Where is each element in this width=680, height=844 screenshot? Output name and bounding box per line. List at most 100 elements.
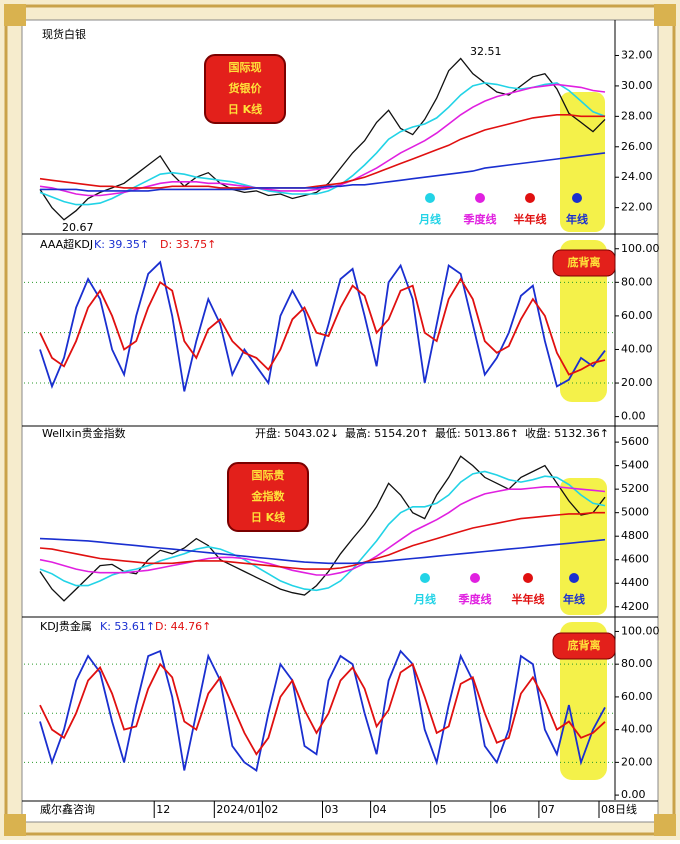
title-box-line: 国际贵	[252, 468, 285, 482]
x-tick-label: 04	[373, 803, 387, 816]
y-tick-label: 20.00	[621, 755, 653, 768]
y-tick-label: 20.00	[621, 376, 653, 389]
series-line	[39, 260, 606, 392]
legend-label: 半年线	[512, 592, 545, 606]
y-tick-label: 0.00	[621, 410, 646, 423]
header-text: 开盘: 5043.02↓	[255, 426, 339, 440]
y-tick-label: 100.00	[621, 624, 660, 637]
corner	[4, 814, 26, 836]
legend-dot	[475, 193, 485, 203]
title-box-line: 货银价	[228, 81, 263, 95]
y-tick-label: 100.00	[621, 242, 660, 255]
x-tick-label: 03	[325, 803, 339, 816]
header-text: 最高: 5154.20↑	[345, 426, 429, 440]
y-tick-label: 30.00	[621, 79, 653, 92]
series-line	[39, 537, 606, 565]
highlight	[560, 92, 605, 232]
source: 威尔鑫咨询	[40, 802, 95, 816]
y-tick-label: 80.00	[621, 275, 653, 288]
annotation: 32.51	[470, 45, 502, 58]
title-box-line: 金指数	[251, 489, 286, 503]
header-text: D: 33.75↑	[160, 238, 216, 251]
y-tick-label: 5400	[621, 459, 649, 472]
legend-label: 年线	[563, 592, 585, 606]
panel-title: Wellxin贵金指数	[42, 426, 126, 440]
corner	[654, 4, 676, 26]
y-tick-label: 28.00	[621, 109, 653, 122]
y-tick-label: 5200	[621, 482, 649, 495]
badge-text: 底背离	[568, 255, 601, 269]
plot-area	[21, 19, 659, 823]
x-tick-label: 12	[156, 803, 170, 816]
title-box-line: 国际现	[229, 60, 262, 74]
y-tick-label: 0.00	[621, 788, 646, 801]
corner	[654, 814, 676, 836]
annotation: 20.67	[62, 221, 94, 234]
header-text: K: 39.35↑	[94, 238, 149, 251]
y-tick-label: 60.00	[621, 309, 653, 322]
legend-dot	[470, 573, 480, 583]
period: 日线	[615, 802, 637, 816]
series-line	[39, 470, 606, 592]
legend-label: 季度线	[463, 212, 497, 226]
header-text: 收盘: 5132.36↑	[525, 426, 609, 440]
header-text: KDJ贵金属	[40, 619, 92, 633]
legend-dot	[572, 193, 582, 203]
legend-label: 月线	[413, 592, 436, 606]
x-tick-label: 2024/01	[216, 803, 262, 816]
y-tick-label: 4600	[621, 553, 649, 566]
y-tick-label: 5600	[621, 435, 649, 448]
x-tick-label: 08	[601, 803, 615, 816]
title-box-line: 日 K线	[251, 510, 285, 524]
y-tick-label: 26.00	[621, 140, 653, 153]
header-text: K: 53.61↑	[100, 620, 155, 633]
x-tick-label: 07	[541, 803, 555, 816]
legend-dot	[420, 573, 430, 583]
series-line	[39, 649, 606, 772]
y-tick-label: 60.00	[621, 690, 653, 703]
y-tick-label: 4800	[621, 529, 649, 542]
x-tick-label: 02	[264, 803, 278, 816]
series-line	[39, 277, 606, 376]
series-line	[39, 83, 606, 197]
series-line	[39, 511, 605, 570]
legend-dot	[525, 193, 535, 203]
y-tick-label: 22.00	[621, 201, 653, 214]
header-text: 最低: 5013.86↑	[435, 427, 519, 440]
x-tick-label: 05	[433, 803, 447, 816]
y-tick-label: 32.00	[621, 48, 653, 61]
legend-dot	[523, 573, 533, 583]
series-line	[40, 152, 606, 192]
badge-text: 底背离	[568, 638, 601, 652]
highlight	[560, 622, 607, 780]
y-tick-label: 80.00	[621, 657, 653, 670]
title-box-line: 日 K线	[228, 102, 262, 116]
badge	[552, 249, 616, 277]
corner	[4, 4, 26, 26]
title-box	[227, 462, 309, 532]
legend-label: 季度线	[458, 592, 492, 606]
legend-label: 年线	[566, 212, 588, 226]
badge	[552, 632, 616, 660]
series-line	[39, 486, 606, 576]
y-tick-label: 4400	[621, 576, 649, 589]
panel-title: 现货白银	[42, 27, 86, 41]
legend-dot	[569, 573, 579, 583]
header-text: D: 44.76↑	[155, 620, 211, 633]
series-line	[39, 662, 606, 756]
header-text: AAA超KDJ	[40, 237, 93, 251]
y-tick-label: 5000	[621, 506, 649, 519]
y-tick-label: 40.00	[621, 723, 653, 736]
title-box	[204, 54, 286, 124]
y-tick-label: 40.00	[621, 342, 653, 355]
series-line	[39, 114, 605, 189]
legend-label: 半年线	[514, 212, 547, 226]
x-tick-label: 06	[493, 803, 507, 816]
legend-dot	[425, 193, 435, 203]
frame-border	[4, 4, 676, 836]
y-tick-label: 24.00	[621, 170, 653, 183]
y-tick-label: 4200	[621, 600, 649, 613]
legend-label: 月线	[418, 212, 441, 226]
price-line	[39, 455, 606, 602]
